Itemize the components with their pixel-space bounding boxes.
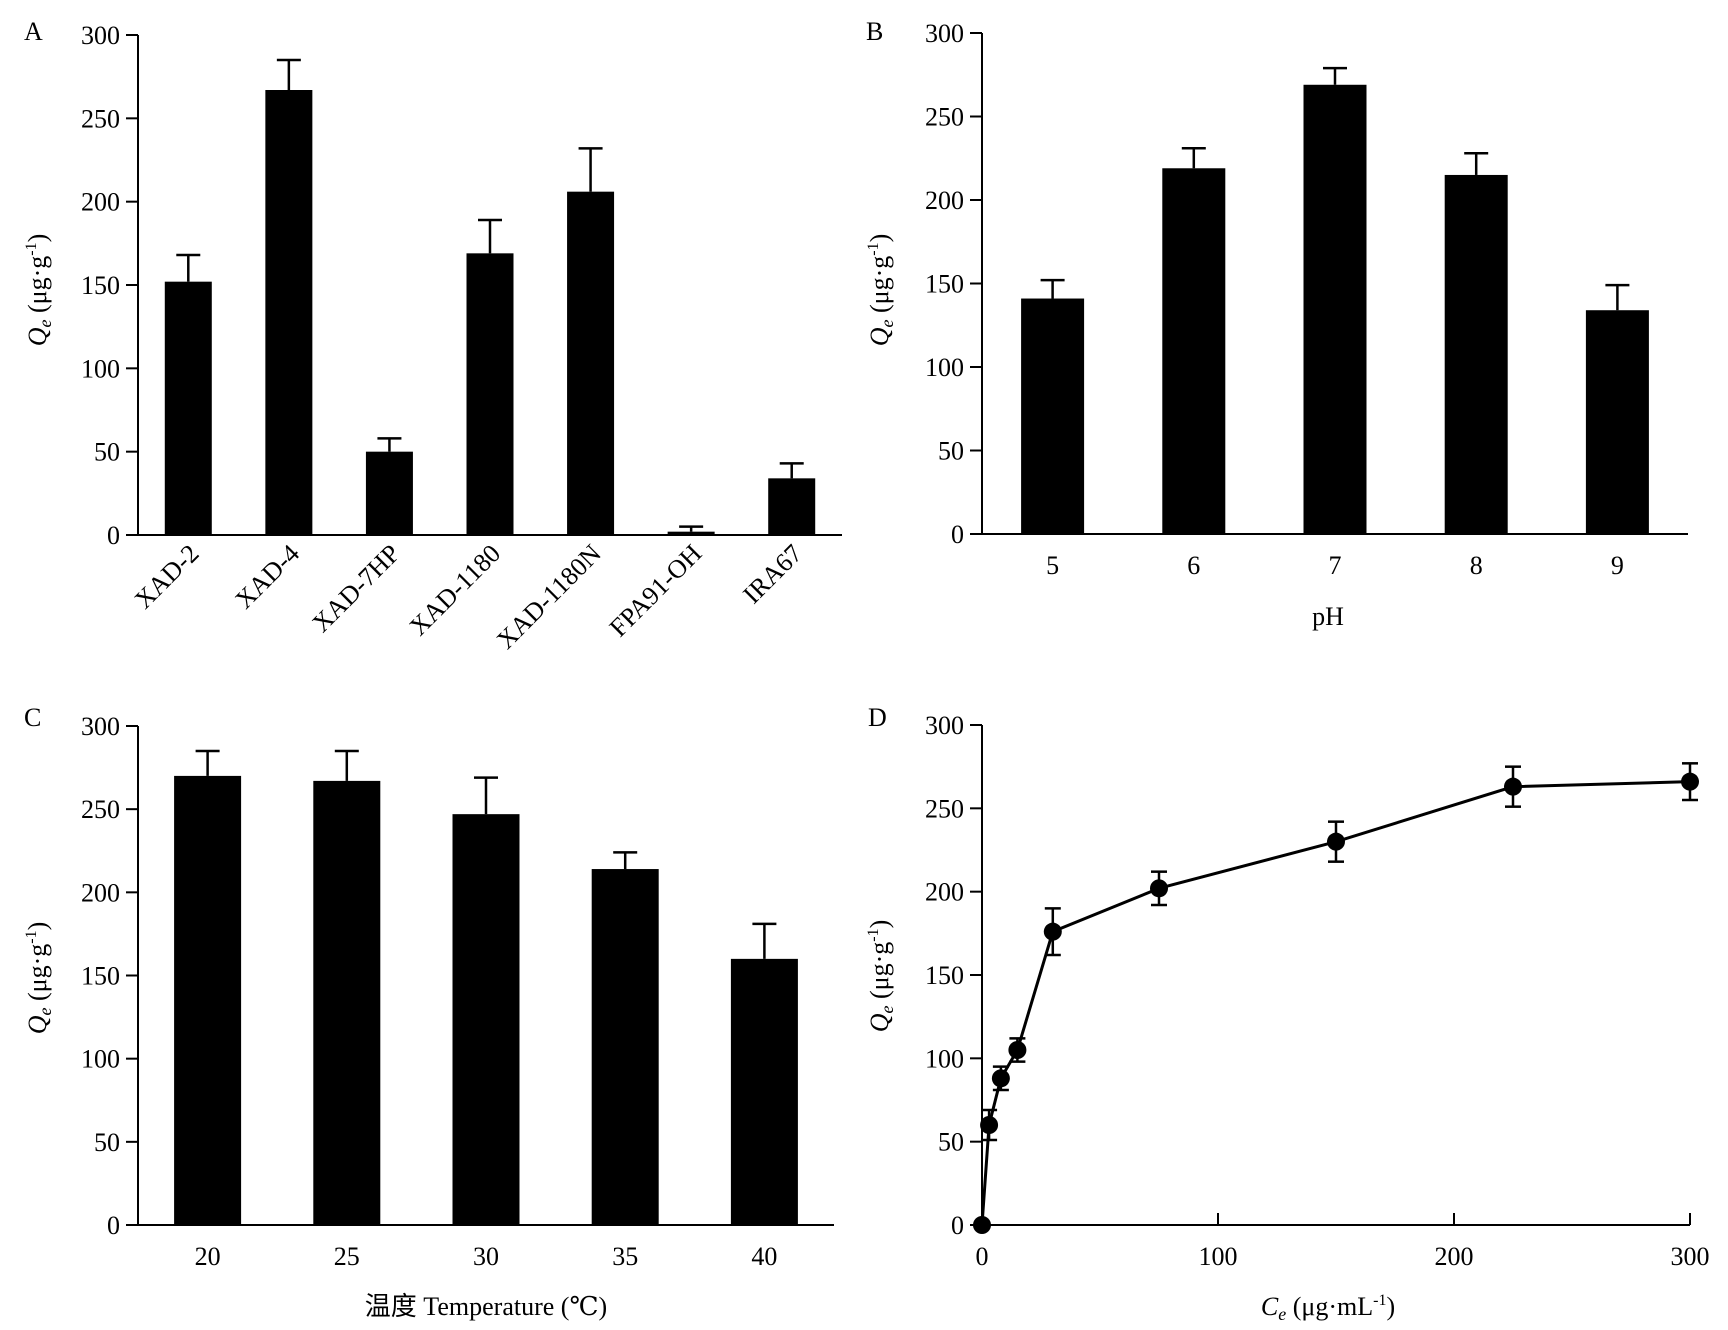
panel-b-letter: B xyxy=(866,17,883,46)
panel-a-x-tick-label: XAD-7HP xyxy=(307,539,406,638)
panel-c-x-tick-label: 40 xyxy=(751,1242,777,1271)
panel-d-y-tick-label: 50 xyxy=(938,1128,964,1157)
panel-c: C 0 50 100 150 200 250 300 20 25 30 35 40 Qe (μg·g-… xyxy=(23,703,834,1321)
panel-c-bar xyxy=(730,958,798,1225)
panel-d-plot: 0 50 100 150 200 250 300 0 100 200 300 xyxy=(925,711,1710,1271)
panel-c-bar xyxy=(174,775,242,1225)
panel-c-bar xyxy=(313,780,381,1225)
panel-a-x-tick-label: XAD-1180 xyxy=(404,539,507,642)
panel-d-data-point xyxy=(973,1216,991,1234)
panel-d-data-point xyxy=(980,1116,999,1134)
panel-a-x-tick-label: FPA91-OH xyxy=(604,539,708,643)
panel-a-letter: A xyxy=(24,17,43,46)
panel-d-data-point xyxy=(1043,922,1062,941)
panel-b-y-tick-label: 200 xyxy=(925,186,964,215)
panel-b-x-tick-label: 7 xyxy=(1329,551,1342,580)
panel-c-y-tick-label: 300 xyxy=(81,712,120,741)
panel-c-y-tick-label: 150 xyxy=(81,962,120,991)
panel-b-y-tick-label: 250 xyxy=(925,103,964,132)
panel-c-bar xyxy=(452,814,520,1225)
panel-d-x-tick-label: 200 xyxy=(1435,1242,1474,1271)
panel-a-bar xyxy=(466,253,514,536)
panel-b-y-tick-label: 0 xyxy=(951,520,964,549)
panel-d-data-point xyxy=(1327,832,1345,851)
panel-a-bar xyxy=(667,531,715,535)
panel-a-x-tick-label: XAD-2 xyxy=(129,539,205,615)
panel-a-bar xyxy=(365,451,413,535)
panel-b-bar xyxy=(1021,298,1085,534)
panel-d-x-tick-label: 100 xyxy=(1199,1242,1238,1271)
panel-c-plot: 0 50 100 150 200 250 300 20 25 30 35 40 xyxy=(81,712,834,1271)
panel-d-y-tick-label: 150 xyxy=(925,961,964,990)
panel-b-x-axis-label: pH xyxy=(1312,602,1344,631)
panel-a-y-tick-label: 50 xyxy=(94,438,120,467)
panel-d-data-point xyxy=(991,1069,1010,1088)
panel-c-y-axis-label: Qe (μg·g-1) xyxy=(23,922,55,1035)
panel-b-y-tick-label: 150 xyxy=(925,270,964,299)
panel-c-x-tick-label: 35 xyxy=(612,1242,638,1271)
panel-d-data-point xyxy=(1150,879,1168,898)
panel-a-bar xyxy=(567,191,615,535)
panel-a-y-tick-label: 200 xyxy=(81,188,120,217)
panel-b-y-axis-label: Qe (μg·g-1) xyxy=(865,234,897,347)
panel-a-x-tick-label: XAD-4 xyxy=(229,539,305,615)
panel-b-x-tick-label: 5 xyxy=(1046,551,1059,580)
panel-b-y-tick-label: 300 xyxy=(925,19,964,48)
panel-d-y-tick-label: 300 xyxy=(925,711,964,740)
panel-b-x-tick-label: 8 xyxy=(1470,551,1483,580)
panel-c-x-tick-label: 20 xyxy=(195,1242,221,1271)
panel-b-bar xyxy=(1585,310,1649,534)
panel-d-y-tick-label: 250 xyxy=(925,794,964,823)
panel-c-letter: C xyxy=(24,703,41,732)
panel-a-y-tick-label: 0 xyxy=(107,521,120,550)
panel-c-x-tick-label: 25 xyxy=(334,1242,360,1271)
panel-a-y-tick-label: 300 xyxy=(81,21,120,50)
panel-d: D 0 50 100 150 200 250 300 0 100 200 300 Qe (μg·g-… xyxy=(865,703,1710,1324)
panel-d-y-tick-label: 0 xyxy=(951,1211,964,1240)
panel-d-data-point xyxy=(1008,1041,1027,1059)
panel-d-y-tick-label: 200 xyxy=(925,878,964,907)
panel-b-y-tick-label: 50 xyxy=(938,437,964,466)
panel-d-letter: D xyxy=(868,703,887,732)
panel-b-bar xyxy=(1444,174,1508,534)
panel-a-x-tick-label: IRA67 xyxy=(737,539,808,610)
panel-c-x-tick-label: 30 xyxy=(473,1242,499,1271)
panel-a-y-axis-label: Qe (μg·g-1) xyxy=(23,234,55,347)
panel-c-y-tick-label: 0 xyxy=(107,1211,120,1240)
panel-b-plot: 0 50 100 150 200 250 300 5 6 7 8 9 xyxy=(925,19,1688,580)
panel-c-y-tick-label: 250 xyxy=(81,795,120,824)
panel-b-y-tick-label: 100 xyxy=(925,353,964,382)
panel-c-y-tick-label: 100 xyxy=(81,1045,120,1074)
panel-c-y-tick-label: 50 xyxy=(94,1128,120,1157)
panel-b-x-tick-label: 9 xyxy=(1611,551,1624,580)
panel-d-x-axis-label: Ce (μg·mL-1) xyxy=(1261,1292,1395,1324)
panel-d-data-point xyxy=(1504,777,1522,796)
panel-d-x-tick-label: 300 xyxy=(1671,1242,1710,1271)
panel-a-bar xyxy=(768,478,816,535)
panel-a-y-tick-label: 250 xyxy=(81,104,120,133)
panel-b-bar xyxy=(1162,168,1226,534)
panel-c-x-axis-label: 温度 Temperature (℃) xyxy=(365,1292,607,1321)
panel-a-bar xyxy=(164,281,212,535)
panel-d-y-axis-label: Qe (μg·g-1) xyxy=(865,920,897,1033)
panel-c-y-tick-label: 200 xyxy=(81,878,120,907)
panel-b: B 0 50 100 150 200 250 300 5 6 7 8 9 Qe (μg·g-1) pH xyxy=(865,17,1688,631)
panel-d-y-tick-label: 100 xyxy=(925,1044,964,1073)
panel-a-y-tick-label: 150 xyxy=(81,271,120,300)
panel-a-y-tick-label: 100 xyxy=(81,354,120,383)
panel-b-x-tick-label: 6 xyxy=(1187,551,1200,580)
panel-c-bar xyxy=(591,869,659,1225)
panel-b-bar xyxy=(1303,84,1367,535)
panel-d-x-tick-label: 0 xyxy=(976,1242,989,1271)
panel-d-data-point xyxy=(1681,772,1699,791)
panel-a-x-tick-label: XAD-1180N xyxy=(491,539,607,655)
panel-a-bar xyxy=(265,90,313,535)
